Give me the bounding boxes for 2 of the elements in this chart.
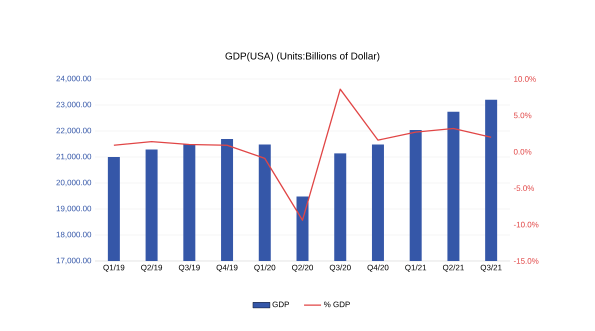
chart-title: GDP(USA) (Units:Billions of Dollar) xyxy=(226,52,380,62)
line-series xyxy=(113,88,492,221)
